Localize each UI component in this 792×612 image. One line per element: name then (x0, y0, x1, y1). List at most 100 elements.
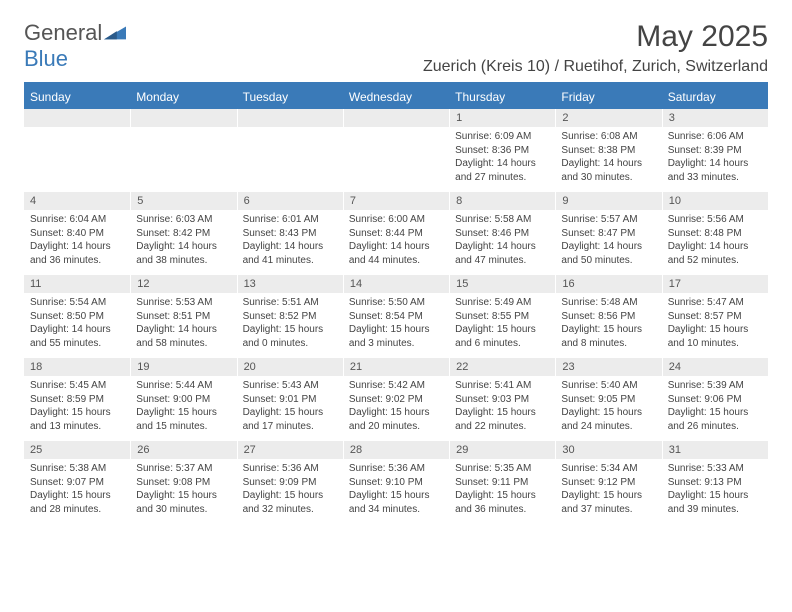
sunset-text: Sunset: 8:40 PM (30, 227, 124, 241)
sunset-text: Sunset: 9:01 PM (243, 393, 337, 407)
sunset-text: Sunset: 9:02 PM (349, 393, 443, 407)
day-detail-cell: Sunrise: 5:35 AMSunset: 9:11 PMDaylight:… (449, 459, 555, 524)
sunrise-text: Sunrise: 5:36 AM (243, 462, 337, 476)
day-detail-cell: Sunrise: 5:34 AMSunset: 9:12 PMDaylight:… (555, 459, 661, 524)
day-detail-cell: Sunrise: 5:57 AMSunset: 8:47 PMDaylight:… (555, 210, 661, 275)
weekday-label: Tuesday (237, 85, 343, 109)
day-detail-cell: Sunrise: 5:33 AMSunset: 9:13 PMDaylight:… (662, 459, 768, 524)
day-number-cell: 26 (130, 441, 236, 459)
daylight-text: Daylight: 15 hours and 10 minutes. (668, 323, 762, 350)
day-detail-cell: Sunrise: 5:50 AMSunset: 8:54 PMDaylight:… (343, 293, 449, 358)
day-detail-cell (237, 127, 343, 192)
day-detail-cell (343, 127, 449, 192)
sunset-text: Sunset: 9:06 PM (668, 393, 762, 407)
daylight-text: Daylight: 15 hours and 8 minutes. (561, 323, 655, 350)
brand-triangle-icon (104, 24, 126, 40)
sunrise-text: Sunrise: 6:01 AM (243, 213, 337, 227)
day-number-cell: 15 (449, 275, 555, 293)
sunset-text: Sunset: 9:05 PM (561, 393, 655, 407)
weekday-label: Thursday (449, 85, 555, 109)
day-detail-cell: Sunrise: 6:01 AMSunset: 8:43 PMDaylight:… (237, 210, 343, 275)
sunset-text: Sunset: 8:38 PM (561, 144, 655, 158)
day-detail-cell: Sunrise: 5:58 AMSunset: 8:46 PMDaylight:… (449, 210, 555, 275)
location-text: Zuerich (Kreis 10) / Ruetihof, Zurich, S… (423, 58, 768, 76)
daynum-row: 45678910 (24, 192, 768, 210)
daylight-text: Daylight: 15 hours and 13 minutes. (30, 406, 124, 433)
weekday-label: Friday (555, 85, 661, 109)
day-number-cell: 3 (662, 109, 768, 127)
day-detail-cell: Sunrise: 5:56 AMSunset: 8:48 PMDaylight:… (662, 210, 768, 275)
day-number-cell: 6 (237, 192, 343, 210)
daylight-text: Daylight: 15 hours and 20 minutes. (349, 406, 443, 433)
day-number-cell (130, 109, 236, 127)
day-number-cell: 25 (24, 441, 130, 459)
day-detail-cell: Sunrise: 5:47 AMSunset: 8:57 PMDaylight:… (662, 293, 768, 358)
sunrise-text: Sunrise: 5:47 AM (668, 296, 762, 310)
day-detail-cell: Sunrise: 6:08 AMSunset: 8:38 PMDaylight:… (555, 127, 661, 192)
sunrise-text: Sunrise: 5:51 AM (243, 296, 337, 310)
sunrise-text: Sunrise: 5:37 AM (136, 462, 230, 476)
sunrise-text: Sunrise: 5:53 AM (136, 296, 230, 310)
daylight-text: Daylight: 15 hours and 36 minutes. (455, 489, 549, 516)
sunrise-text: Sunrise: 6:09 AM (455, 130, 549, 144)
detail-row: Sunrise: 6:09 AMSunset: 8:36 PMDaylight:… (24, 127, 768, 192)
day-number-cell: 18 (24, 358, 130, 376)
sunrise-text: Sunrise: 5:48 AM (561, 296, 655, 310)
day-detail-cell: Sunrise: 5:53 AMSunset: 8:51 PMDaylight:… (130, 293, 236, 358)
daylight-text: Daylight: 14 hours and 36 minutes. (30, 240, 124, 267)
detail-row: Sunrise: 5:45 AMSunset: 8:59 PMDaylight:… (24, 376, 768, 441)
day-detail-cell: Sunrise: 5:38 AMSunset: 9:07 PMDaylight:… (24, 459, 130, 524)
sunrise-text: Sunrise: 5:50 AM (349, 296, 443, 310)
sunrise-text: Sunrise: 5:41 AM (455, 379, 549, 393)
sunrise-text: Sunrise: 5:33 AM (668, 462, 762, 476)
day-detail-cell: Sunrise: 6:09 AMSunset: 8:36 PMDaylight:… (449, 127, 555, 192)
sunset-text: Sunset: 8:39 PM (668, 144, 762, 158)
day-number-cell: 2 (555, 109, 661, 127)
day-number-cell: 24 (662, 358, 768, 376)
daylight-text: Daylight: 15 hours and 17 minutes. (243, 406, 337, 433)
sunrise-text: Sunrise: 5:42 AM (349, 379, 443, 393)
daylight-text: Daylight: 14 hours and 27 minutes. (455, 157, 549, 184)
daylight-text: Daylight: 14 hours and 52 minutes. (668, 240, 762, 267)
detail-row: Sunrise: 5:54 AMSunset: 8:50 PMDaylight:… (24, 293, 768, 358)
day-detail-cell: Sunrise: 5:37 AMSunset: 9:08 PMDaylight:… (130, 459, 236, 524)
weekday-label: Monday (130, 85, 236, 109)
brand-text-2: Blue (24, 46, 68, 71)
sunset-text: Sunset: 8:36 PM (455, 144, 549, 158)
day-detail-cell: Sunrise: 5:40 AMSunset: 9:05 PMDaylight:… (555, 376, 661, 441)
sunrise-text: Sunrise: 5:58 AM (455, 213, 549, 227)
day-detail-cell: Sunrise: 5:48 AMSunset: 8:56 PMDaylight:… (555, 293, 661, 358)
day-number-cell: 4 (24, 192, 130, 210)
daylight-text: Daylight: 15 hours and 30 minutes. (136, 489, 230, 516)
day-detail-cell: Sunrise: 5:41 AMSunset: 9:03 PMDaylight:… (449, 376, 555, 441)
weekday-header-row: Sunday Monday Tuesday Wednesday Thursday… (24, 85, 768, 109)
day-detail-cell: Sunrise: 6:00 AMSunset: 8:44 PMDaylight:… (343, 210, 449, 275)
sunrise-text: Sunrise: 5:36 AM (349, 462, 443, 476)
sunrise-text: Sunrise: 5:39 AM (668, 379, 762, 393)
day-number-cell: 30 (555, 441, 661, 459)
sunset-text: Sunset: 9:11 PM (455, 476, 549, 490)
day-detail-cell: Sunrise: 5:54 AMSunset: 8:50 PMDaylight:… (24, 293, 130, 358)
sunrise-text: Sunrise: 5:57 AM (561, 213, 655, 227)
brand-text-1: General (24, 20, 102, 45)
sunset-text: Sunset: 8:44 PM (349, 227, 443, 241)
sunset-text: Sunset: 8:50 PM (30, 310, 124, 324)
day-number-cell: 1 (449, 109, 555, 127)
day-number-cell: 14 (343, 275, 449, 293)
day-number-cell: 11 (24, 275, 130, 293)
sunrise-text: Sunrise: 5:44 AM (136, 379, 230, 393)
brand-logo: General Blue (24, 20, 126, 72)
daylight-text: Daylight: 15 hours and 22 minutes. (455, 406, 549, 433)
daylight-text: Daylight: 15 hours and 26 minutes. (668, 406, 762, 433)
title-area: May 2025 Zuerich (Kreis 10) / Ruetihof, … (423, 20, 768, 76)
sunset-text: Sunset: 9:03 PM (455, 393, 549, 407)
daylight-text: Daylight: 14 hours and 33 minutes. (668, 157, 762, 184)
sunset-text: Sunset: 8:52 PM (243, 310, 337, 324)
day-detail-cell: Sunrise: 5:51 AMSunset: 8:52 PMDaylight:… (237, 293, 343, 358)
daylight-text: Daylight: 15 hours and 3 minutes. (349, 323, 443, 350)
daylight-text: Daylight: 14 hours and 55 minutes. (30, 323, 124, 350)
sunrise-text: Sunrise: 6:08 AM (561, 130, 655, 144)
daylight-text: Daylight: 15 hours and 24 minutes. (561, 406, 655, 433)
sunset-text: Sunset: 8:47 PM (561, 227, 655, 241)
daylight-text: Daylight: 15 hours and 32 minutes. (243, 489, 337, 516)
